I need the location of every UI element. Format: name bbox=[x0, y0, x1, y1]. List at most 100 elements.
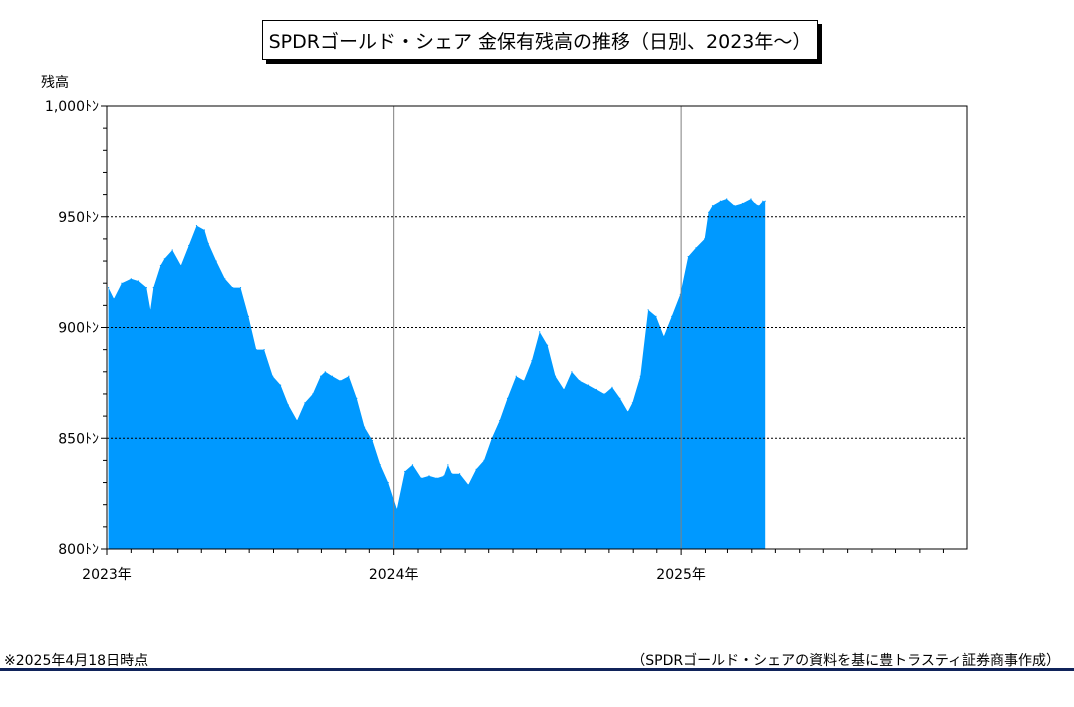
data-point bbox=[523, 380, 525, 382]
data-point bbox=[195, 225, 198, 227]
x-tick-label: 2023年 bbox=[82, 567, 132, 583]
data-point bbox=[247, 315, 249, 317]
data-point bbox=[339, 380, 341, 382]
data-point bbox=[255, 349, 257, 351]
data-point bbox=[159, 264, 161, 267]
data-point bbox=[171, 249, 173, 251]
data-point bbox=[750, 198, 752, 200]
data-point bbox=[687, 256, 689, 258]
data-point bbox=[563, 388, 565, 391]
data-point bbox=[595, 388, 597, 391]
data-point bbox=[708, 211, 710, 213]
footnote-source: （SPDRゴールド・シェアの資料を基に豊トラスティ証券商事作成） bbox=[631, 653, 1060, 669]
data-point bbox=[239, 287, 242, 289]
data-point bbox=[180, 264, 182, 267]
data-point bbox=[695, 247, 697, 249]
data-point bbox=[404, 470, 406, 473]
data-point bbox=[428, 475, 430, 477]
data-point bbox=[371, 439, 374, 442]
data-point bbox=[655, 315, 657, 317]
data-point bbox=[531, 360, 533, 362]
chart-title: SPDRゴールド・シェア 金保有残高の推移（日別、2023年～） bbox=[262, 20, 818, 60]
data-point bbox=[447, 464, 449, 466]
data-point bbox=[547, 344, 549, 346]
data-point bbox=[152, 287, 154, 289]
data-point bbox=[443, 475, 445, 477]
data-point bbox=[348, 375, 350, 377]
data-point bbox=[272, 375, 274, 377]
x-tick-label: 2024年 bbox=[369, 567, 419, 583]
data-point bbox=[754, 202, 756, 205]
data-point bbox=[287, 404, 289, 406]
data-point bbox=[324, 371, 326, 373]
data-point bbox=[232, 287, 234, 289]
data-point bbox=[719, 200, 722, 202]
data-point bbox=[711, 205, 714, 207]
data-point bbox=[130, 278, 132, 280]
series-area-0 bbox=[108, 199, 766, 549]
data-point bbox=[515, 375, 517, 377]
data-point bbox=[203, 229, 205, 231]
data-point bbox=[639, 375, 641, 377]
data-point bbox=[137, 280, 139, 282]
data-point bbox=[663, 335, 665, 337]
data-point bbox=[108, 287, 110, 289]
data-point bbox=[764, 200, 766, 202]
data-point bbox=[671, 315, 673, 317]
data-point bbox=[149, 309, 151, 311]
data-point bbox=[379, 464, 381, 466]
data-point bbox=[679, 293, 681, 295]
data-point bbox=[207, 242, 209, 244]
data-point bbox=[631, 402, 634, 404]
data-point bbox=[224, 278, 226, 280]
data-point bbox=[627, 411, 629, 413]
data-point bbox=[603, 393, 605, 395]
footnote-date: ※2025年4月18日時点 bbox=[4, 653, 149, 669]
data-point bbox=[296, 419, 298, 422]
data-point bbox=[733, 205, 736, 207]
data-point bbox=[304, 402, 306, 404]
data-point bbox=[483, 459, 485, 461]
data-point bbox=[436, 477, 438, 479]
y-tick-label: 950ﾄﾝ bbox=[58, 210, 99, 226]
data-point bbox=[539, 331, 541, 333]
data-point bbox=[163, 258, 165, 260]
data-point bbox=[741, 202, 744, 205]
y-tick-label: 800ﾄﾝ bbox=[58, 542, 99, 558]
data-point bbox=[356, 397, 358, 399]
data-point bbox=[215, 260, 217, 262]
data-point bbox=[579, 380, 581, 382]
data-point bbox=[188, 244, 190, 247]
data-point bbox=[704, 238, 706, 240]
data-point bbox=[459, 473, 461, 475]
data-point bbox=[611, 386, 613, 388]
data-point bbox=[475, 468, 477, 470]
data-point bbox=[263, 349, 265, 351]
data-point bbox=[554, 375, 557, 377]
data-point bbox=[364, 426, 366, 428]
data-point bbox=[121, 282, 123, 284]
data-point bbox=[145, 287, 147, 289]
data-point bbox=[411, 464, 414, 466]
data-point bbox=[758, 205, 760, 207]
x-tick-label: 2025年 bbox=[656, 567, 706, 583]
data-point bbox=[762, 200, 764, 202]
data-point bbox=[499, 419, 501, 422]
bottom-rule bbox=[0, 668, 1074, 671]
data-point bbox=[726, 198, 728, 200]
data-point bbox=[619, 397, 621, 399]
y-axis-label: 残高 bbox=[41, 74, 69, 91]
data-point bbox=[420, 477, 422, 479]
data-point bbox=[312, 393, 314, 395]
data-point bbox=[467, 484, 469, 486]
y-tick-label: 900ﾄﾝ bbox=[58, 321, 99, 337]
data-point bbox=[647, 309, 649, 311]
data-point bbox=[280, 384, 282, 386]
y-tick-label: 850ﾄﾝ bbox=[58, 431, 99, 447]
data-point bbox=[331, 375, 333, 377]
y-tick-label: 1,000ﾄﾝ bbox=[45, 99, 99, 115]
data-point bbox=[396, 508, 398, 510]
data-point bbox=[387, 482, 389, 484]
data-point bbox=[320, 375, 322, 377]
